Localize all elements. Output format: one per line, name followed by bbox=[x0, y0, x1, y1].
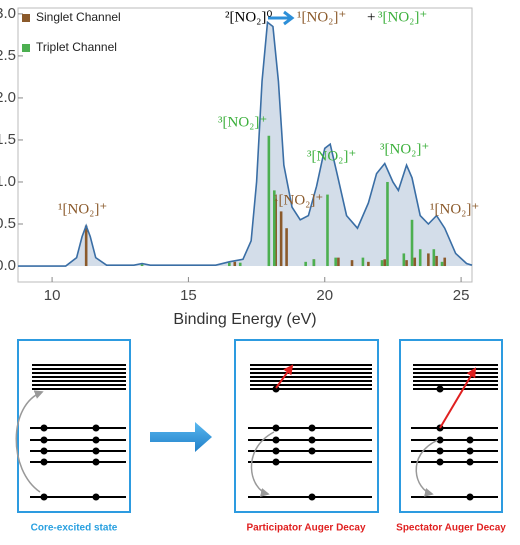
electron bbox=[436, 447, 444, 455]
legend-label: Singlet Channel bbox=[36, 10, 121, 24]
stick bbox=[312, 259, 316, 267]
stick bbox=[274, 198, 277, 267]
stick bbox=[435, 255, 438, 267]
annotation: ³[NO₂]⁺ bbox=[380, 141, 429, 157]
stick bbox=[432, 249, 436, 267]
stick bbox=[285, 228, 288, 267]
electron bbox=[40, 493, 48, 501]
stick bbox=[84, 225, 88, 267]
stick bbox=[413, 257, 417, 267]
panel-label: Participator Auger Decay bbox=[246, 523, 366, 534]
electron bbox=[272, 447, 280, 455]
annotation: ¹[NO₂]⁺ bbox=[58, 201, 107, 217]
panel-label: Spectator Auger Decay bbox=[396, 523, 506, 534]
transition-arrow bbox=[15, 390, 44, 493]
stick bbox=[383, 259, 387, 267]
stick bbox=[350, 260, 354, 267]
stick bbox=[367, 261, 370, 267]
y-tick-label: 2.5 bbox=[0, 47, 16, 64]
annotation: ³[NO₂]⁺ bbox=[218, 114, 267, 130]
electron bbox=[92, 424, 100, 432]
electron bbox=[272, 436, 280, 444]
electron bbox=[308, 424, 316, 432]
legend-label: Triplet Channel bbox=[36, 40, 117, 54]
y-tick-label: 3.0 bbox=[0, 5, 16, 22]
electron bbox=[436, 458, 444, 466]
stick bbox=[386, 181, 389, 267]
stick bbox=[405, 260, 408, 267]
stick bbox=[140, 264, 144, 267]
electron bbox=[92, 493, 100, 501]
annotation: ²[NO₂]⁰ bbox=[225, 9, 272, 25]
electron bbox=[92, 458, 100, 466]
electron bbox=[40, 458, 48, 466]
stick bbox=[304, 261, 307, 267]
electron bbox=[272, 424, 280, 432]
electron bbox=[466, 436, 474, 444]
x-tick-label: 15 bbox=[180, 287, 197, 304]
electron bbox=[466, 458, 474, 466]
stick bbox=[326, 194, 329, 267]
reaction-arrow bbox=[268, 10, 295, 26]
stick bbox=[361, 257, 365, 267]
transition-arrow bbox=[415, 439, 439, 497]
electron bbox=[436, 436, 444, 444]
y-tick-label: 0.0 bbox=[0, 257, 16, 274]
stick bbox=[233, 261, 237, 267]
electron bbox=[308, 436, 316, 444]
stick bbox=[238, 262, 242, 267]
emission-arrow bbox=[439, 367, 477, 429]
big-arrow bbox=[150, 422, 212, 452]
electron bbox=[40, 436, 48, 444]
stick bbox=[443, 257, 447, 267]
transition-arrow bbox=[250, 431, 275, 497]
x-axis-label: Binding Energy (eV) bbox=[173, 311, 316, 328]
electron bbox=[92, 447, 100, 455]
electron bbox=[272, 458, 280, 466]
stick bbox=[267, 135, 271, 267]
x-tick-label: 25 bbox=[453, 287, 470, 304]
emission-arrow bbox=[275, 364, 294, 389]
y-tick-label: 0.5 bbox=[0, 215, 16, 232]
electron bbox=[308, 447, 316, 455]
stick bbox=[228, 262, 231, 267]
panel-frame bbox=[234, 339, 379, 513]
annotation: ¹[NO₂]⁺ bbox=[430, 201, 479, 217]
stick bbox=[427, 253, 430, 267]
panel-label: Core-excited state bbox=[31, 523, 118, 534]
stick bbox=[337, 257, 340, 267]
legend-swatch bbox=[22, 44, 30, 52]
envelope-area bbox=[18, 22, 472, 267]
electron bbox=[308, 493, 316, 501]
annotation: ¹[NO₂]⁺ bbox=[297, 9, 346, 25]
annotation: ¹[NO₂]⁺ bbox=[274, 192, 323, 208]
stick bbox=[334, 257, 337, 267]
panel-frame bbox=[399, 339, 503, 513]
envelope-line bbox=[18, 20, 473, 267]
annotation: + bbox=[367, 9, 375, 25]
y-tick-label: 1.0 bbox=[0, 173, 16, 190]
x-tick-label: 10 bbox=[44, 287, 61, 304]
legend-swatch bbox=[22, 14, 30, 22]
stick bbox=[279, 211, 283, 267]
x-tick-label: 20 bbox=[316, 287, 333, 304]
diagram bbox=[15, 339, 503, 513]
stick bbox=[380, 260, 384, 267]
electron bbox=[92, 436, 100, 444]
stick bbox=[418, 249, 422, 267]
stick bbox=[440, 261, 444, 267]
electron bbox=[40, 447, 48, 455]
y-tick-label: 1.5 bbox=[0, 131, 16, 148]
electron bbox=[466, 447, 474, 455]
electron bbox=[466, 493, 474, 501]
stick bbox=[402, 253, 406, 267]
annotation: ³[NO₂]⁺ bbox=[378, 9, 427, 25]
annotation: ³[NO₂]⁺ bbox=[307, 148, 356, 164]
electron bbox=[40, 424, 48, 432]
stick bbox=[273, 190, 276, 267]
stick bbox=[410, 219, 414, 267]
electron bbox=[436, 385, 444, 393]
y-tick-label: 2.0 bbox=[0, 89, 16, 106]
